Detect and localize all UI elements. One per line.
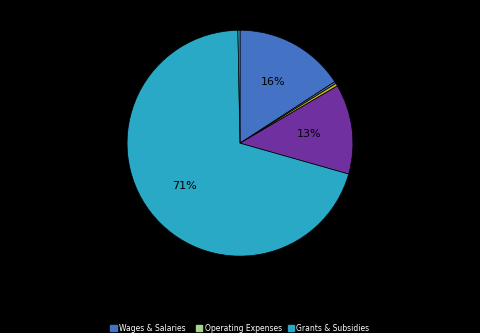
Text: 71%: 71% [172, 181, 197, 191]
Text: 16%: 16% [261, 77, 286, 87]
Wedge shape [127, 30, 348, 256]
Wedge shape [238, 30, 240, 143]
Text: 13%: 13% [297, 129, 322, 139]
Wedge shape [240, 84, 337, 143]
Wedge shape [240, 86, 353, 174]
Wedge shape [240, 30, 335, 143]
Legend: Wages & Salaries, Employee Benefits, Operating Expenses, Safety Net, Grants & Su: Wages & Salaries, Employee Benefits, Ope… [109, 322, 371, 333]
Wedge shape [240, 82, 336, 143]
